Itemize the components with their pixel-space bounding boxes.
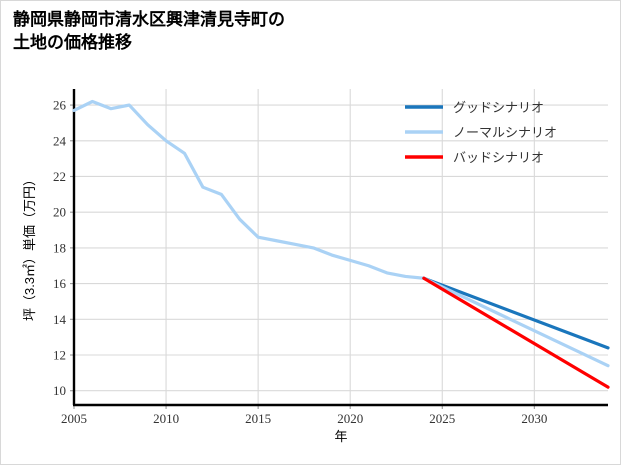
y-tick-labels: 10 12 14 16 18 20 22 24 26 bbox=[53, 98, 67, 399]
y-tick-label: 22 bbox=[53, 169, 66, 184]
data-series-group bbox=[72, 99, 610, 389]
series-line-ノーマルシナリオ bbox=[422, 276, 610, 368]
series-line-実績 bbox=[72, 99, 426, 280]
x-axis-label: 年 bbox=[334, 429, 347, 444]
y-tick-label: 16 bbox=[53, 276, 67, 291]
y-axis-label: 坪（3.3㎡）単価（万円） bbox=[22, 173, 37, 321]
x-tick-labels: 2005 2010 2015 2020 2025 2030 bbox=[61, 411, 547, 426]
x-tick-label: 2005 bbox=[61, 411, 87, 426]
x-tick-label: 2020 bbox=[337, 411, 363, 426]
y-tick-label: 12 bbox=[53, 348, 66, 363]
legend-label-0: グッドシナリオ bbox=[453, 100, 544, 115]
x-tick-label: 2015 bbox=[245, 411, 271, 426]
series-line-グッドシナリオ bbox=[422, 276, 610, 350]
series-line-バッドシナリオ bbox=[422, 276, 610, 389]
x-tick-label: 2010 bbox=[153, 411, 179, 426]
page-title: 静岡県静岡市清水区興津清見寺町の 土地の価格推移 bbox=[13, 10, 285, 52]
y-tick-label: 14 bbox=[53, 312, 67, 327]
y-tick-label: 26 bbox=[53, 98, 67, 113]
y-tick-label: 24 bbox=[53, 133, 67, 148]
x-tick-label: 2025 bbox=[429, 411, 455, 426]
y-tick-label: 20 bbox=[53, 205, 66, 220]
y-tick-label: 18 bbox=[53, 240, 66, 255]
legend-label-2: バッドシナリオ bbox=[453, 150, 544, 165]
x-tick-label: 2030 bbox=[521, 411, 547, 426]
legend-label-1: ノーマルシナリオ bbox=[453, 125, 557, 140]
axis-spines bbox=[72, 89, 608, 407]
y-tick-label: 10 bbox=[53, 383, 66, 398]
